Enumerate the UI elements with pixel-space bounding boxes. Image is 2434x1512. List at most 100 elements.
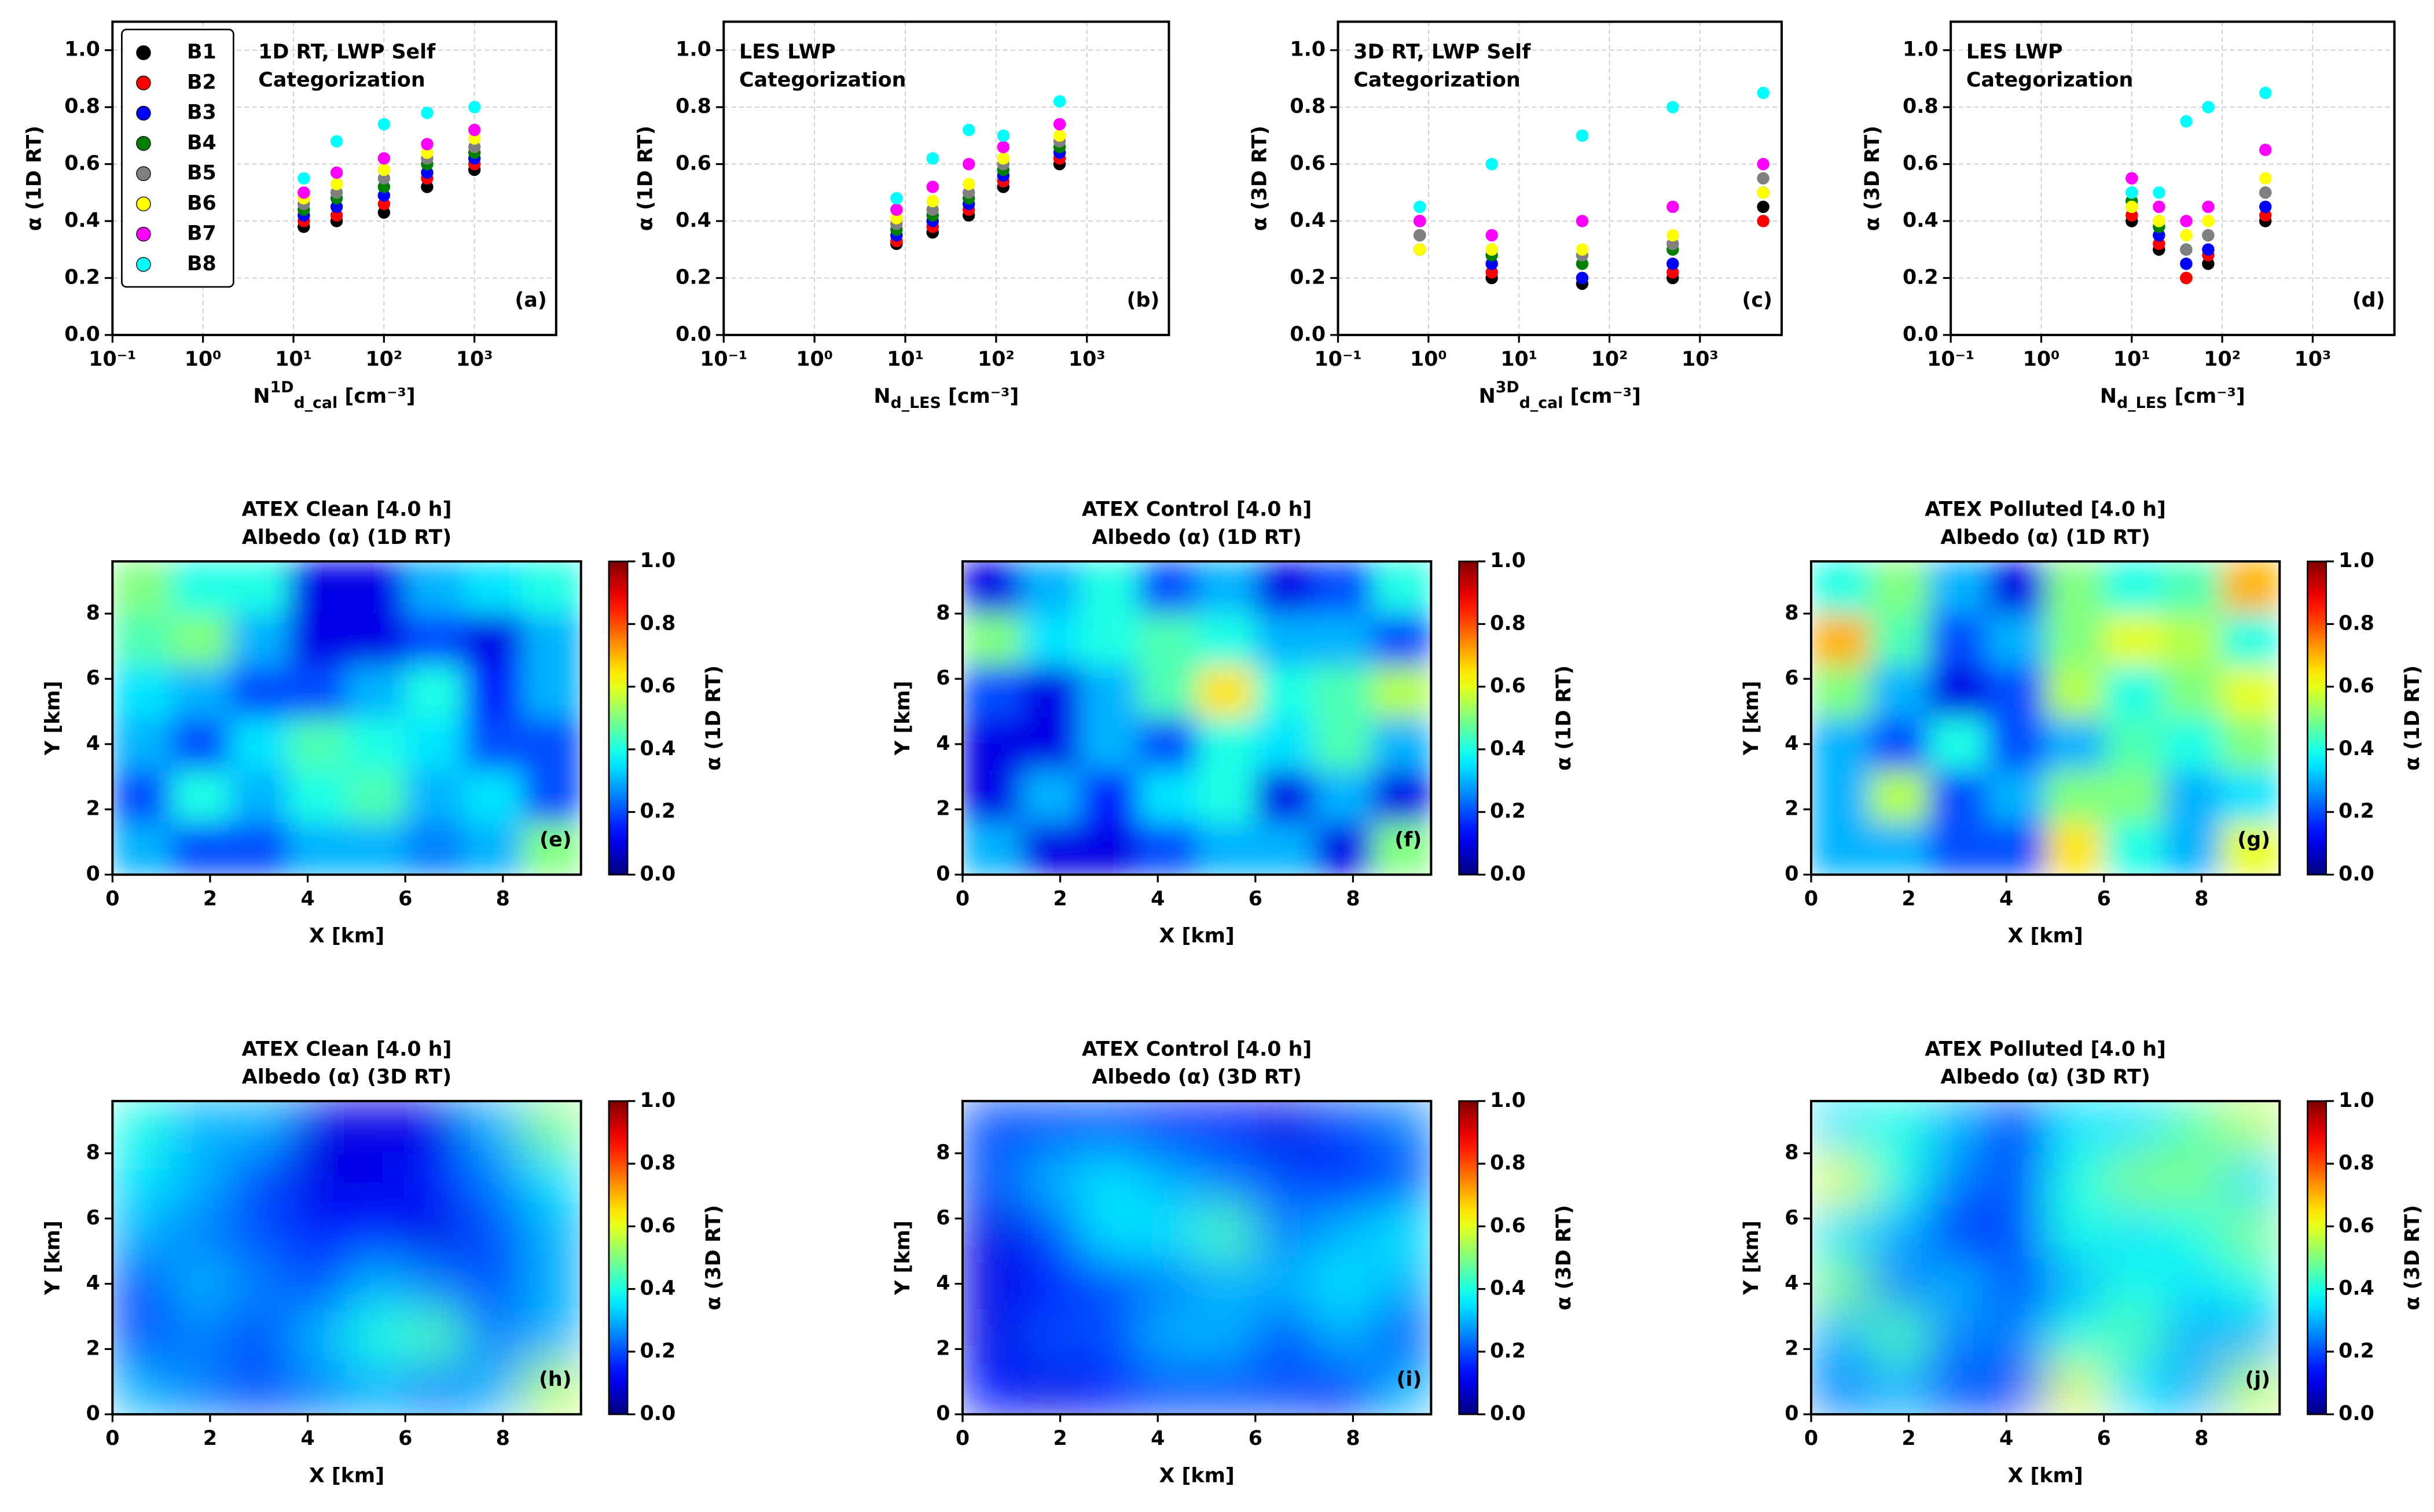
cell: [2045, 718, 2105, 771]
cell: [1372, 613, 1431, 667]
cell: [1372, 770, 1431, 823]
cell: [405, 718, 465, 771]
y-tick-label: 0.4: [1290, 209, 1326, 232]
point: [421, 181, 434, 193]
cell: [1372, 1309, 1431, 1363]
cell: [1928, 1205, 1988, 1259]
cell: [1870, 822, 1929, 875]
legend-label: B2: [187, 71, 216, 94]
point: [890, 212, 903, 225]
cell: [2221, 561, 2280, 615]
point: [1576, 257, 1589, 270]
cell: [1080, 1257, 1139, 1311]
panel-label: (d): [2352, 289, 2385, 312]
cell: [1314, 1205, 1374, 1259]
y-tick-label: 8: [936, 601, 950, 624]
point: [1485, 243, 1498, 256]
point: [2153, 186, 2165, 199]
point: [1757, 186, 1769, 199]
y-tick-label: 2: [936, 1337, 950, 1360]
y-tick-label: 0.6: [1903, 152, 1939, 175]
point: [421, 166, 434, 179]
cell: [347, 1362, 406, 1415]
cell: [1080, 1309, 1139, 1363]
legend-marker: [136, 45, 151, 60]
cell: [1314, 1257, 1374, 1311]
cell: [288, 561, 348, 615]
colorbar-tick-label: 0.2: [2338, 800, 2374, 823]
cell: [1196, 1153, 1257, 1206]
x-tick-label: 8: [1346, 1427, 1360, 1450]
cell: [962, 822, 1022, 875]
legend-label: B6: [187, 192, 216, 215]
colorbar: [1458, 560, 1479, 875]
cell: [1021, 1362, 1081, 1415]
cell: [1255, 718, 1315, 771]
legend-marker: [136, 196, 151, 212]
x-tick-label: 0: [956, 887, 970, 910]
x-tick-label: 10³: [2295, 348, 2332, 371]
x-tick-label: 0: [1804, 887, 1818, 910]
point: [926, 181, 939, 193]
colorbar-tick-label: 0.6: [2338, 675, 2374, 698]
x-label-unit: [cm⁻³]: [941, 385, 1019, 408]
point: [1576, 243, 1589, 256]
cell: [1196, 718, 1257, 771]
point: [962, 186, 975, 199]
legend-label: B3: [187, 101, 216, 124]
points: [1413, 86, 1769, 290]
point: [1576, 129, 1589, 142]
axes-frame: [722, 20, 1170, 336]
colorbar-tick-label: 0.8: [2338, 1152, 2374, 1175]
x-tick-label: 10⁰: [2023, 348, 2060, 371]
y-tick-label: 6: [936, 667, 950, 690]
point: [2125, 209, 2138, 222]
legend-label: B8: [187, 252, 216, 275]
x-tick-label: 4: [1999, 887, 2013, 910]
cell: [112, 665, 172, 719]
point: [377, 197, 391, 211]
heatmap: [112, 561, 581, 875]
point: [377, 189, 391, 202]
cell: [1811, 1153, 1871, 1206]
x-tick-label: 4: [300, 887, 314, 910]
x-axis-label: X [km]: [2007, 1464, 2083, 1487]
legend-marker: [136, 257, 151, 272]
chart-title: ATEX Clean [4.0 h]: [242, 498, 452, 521]
cell: [1314, 613, 1374, 667]
cell: [347, 718, 406, 771]
cell: [112, 1153, 172, 1206]
x-tick-label: 10¹: [887, 348, 924, 371]
point: [2180, 243, 2193, 256]
cell: [112, 770, 172, 823]
point: [1666, 101, 1679, 113]
cell: [1928, 1101, 1988, 1154]
cell: [1138, 1309, 1198, 1363]
y-tick-label: 4: [86, 732, 100, 755]
y-tick-label: 0: [1785, 1402, 1798, 1425]
cell: [2045, 822, 2105, 875]
y-axis-label: α (3D RT): [1861, 126, 1884, 231]
cell: [229, 561, 289, 615]
cell: [2045, 1257, 2105, 1311]
cell: [2221, 770, 2280, 823]
chart-title: Albedo (α) (1D RT): [1940, 526, 2150, 549]
cell: [1314, 1153, 1374, 1206]
cell: [1255, 1205, 1315, 1259]
cell: [405, 1362, 465, 1415]
y-tick-label: 4: [86, 1272, 100, 1295]
y-axis-label: Y [km]: [42, 681, 65, 756]
cell: [1196, 613, 1257, 667]
cell: [2162, 1205, 2222, 1259]
cell: [1255, 1309, 1315, 1363]
cell: [1196, 770, 1257, 823]
cell: [1255, 1101, 1315, 1154]
colorbar-tick-label: 0.4: [640, 1277, 676, 1300]
point: [962, 178, 975, 190]
chart-title: ATEX Polluted [4.0 h]: [1925, 498, 2166, 521]
cell: [2045, 1101, 2105, 1154]
cell: [229, 613, 289, 667]
cell: [229, 665, 289, 719]
cell: [2103, 665, 2164, 719]
